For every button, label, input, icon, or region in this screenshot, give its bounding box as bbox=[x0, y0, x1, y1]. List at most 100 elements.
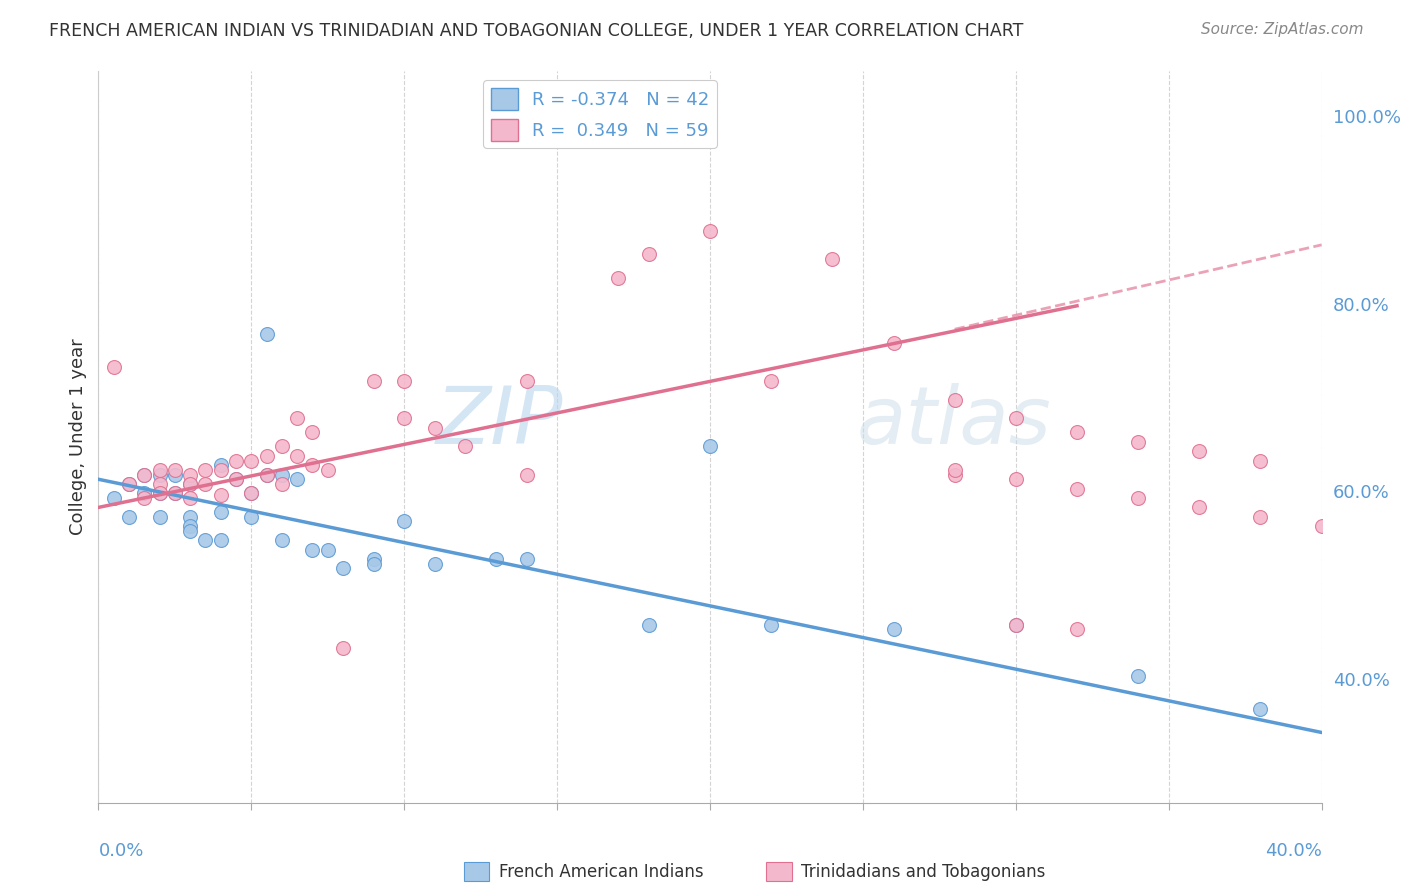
Point bbox=[194, 463, 217, 477]
Point bbox=[607, 270, 630, 285]
Text: Trinidadians and Tobagonians: Trinidadians and Tobagonians bbox=[801, 863, 1046, 881]
Point bbox=[285, 411, 308, 425]
Point bbox=[316, 542, 339, 557]
Point bbox=[240, 486, 263, 500]
Point bbox=[1066, 482, 1088, 496]
Point bbox=[209, 533, 232, 548]
Point bbox=[240, 509, 263, 524]
Point bbox=[118, 477, 141, 491]
Text: atlas: atlas bbox=[856, 384, 1052, 461]
Point bbox=[179, 467, 201, 482]
Point bbox=[149, 486, 172, 500]
Point bbox=[699, 440, 721, 454]
Point bbox=[516, 374, 538, 388]
Point bbox=[363, 557, 385, 571]
Point bbox=[1188, 500, 1211, 515]
Point bbox=[392, 411, 416, 425]
Point bbox=[1004, 617, 1026, 632]
Point bbox=[134, 467, 156, 482]
Point bbox=[301, 425, 323, 440]
Point bbox=[423, 557, 446, 571]
Point bbox=[179, 477, 201, 491]
Point bbox=[1249, 702, 1271, 716]
Point bbox=[209, 488, 232, 502]
Point bbox=[943, 467, 966, 482]
Point bbox=[1249, 453, 1271, 467]
Point bbox=[943, 463, 966, 477]
Point bbox=[163, 467, 186, 482]
Point bbox=[270, 440, 292, 454]
Point bbox=[332, 561, 354, 575]
Point bbox=[179, 491, 201, 505]
Point bbox=[118, 477, 141, 491]
Point bbox=[1310, 519, 1333, 533]
Text: 100.0%: 100.0% bbox=[1333, 109, 1400, 128]
Point bbox=[134, 491, 156, 505]
Point bbox=[301, 542, 323, 557]
Point bbox=[332, 641, 354, 656]
Point bbox=[179, 524, 201, 538]
Point bbox=[1066, 425, 1088, 440]
Point bbox=[270, 533, 292, 548]
Point bbox=[637, 247, 661, 261]
Point bbox=[179, 509, 201, 524]
Point bbox=[149, 477, 172, 491]
Text: 0.0%: 0.0% bbox=[98, 842, 143, 860]
Point bbox=[256, 326, 278, 341]
Point bbox=[270, 477, 292, 491]
Point bbox=[134, 486, 156, 500]
Point bbox=[179, 477, 201, 491]
Point bbox=[149, 509, 172, 524]
Point bbox=[194, 477, 217, 491]
Point bbox=[194, 533, 217, 548]
Point bbox=[149, 467, 172, 482]
Point bbox=[285, 449, 308, 463]
Point bbox=[256, 467, 278, 482]
Point bbox=[454, 440, 477, 454]
Point bbox=[256, 467, 278, 482]
Text: FRENCH AMERICAN INDIAN VS TRINIDADIAN AND TOBAGONIAN COLLEGE, UNDER 1 YEAR CORRE: FRENCH AMERICAN INDIAN VS TRINIDADIAN AN… bbox=[49, 22, 1024, 40]
Point bbox=[485, 552, 508, 566]
Text: French American Indians: French American Indians bbox=[499, 863, 704, 881]
Point bbox=[316, 463, 339, 477]
Point bbox=[285, 472, 308, 486]
Point bbox=[1066, 623, 1088, 637]
Point bbox=[363, 552, 385, 566]
Point bbox=[516, 467, 538, 482]
Point bbox=[225, 472, 247, 486]
Point bbox=[699, 224, 721, 238]
Point bbox=[163, 463, 186, 477]
Text: 80.0%: 80.0% bbox=[1333, 297, 1389, 315]
Point bbox=[363, 374, 385, 388]
Point bbox=[240, 453, 263, 467]
Point bbox=[821, 252, 844, 266]
Point bbox=[943, 392, 966, 407]
Legend: R = -0.374   N = 42, R =  0.349   N = 59: R = -0.374 N = 42, R = 0.349 N = 59 bbox=[484, 80, 717, 148]
Point bbox=[516, 552, 538, 566]
Text: 40.0%: 40.0% bbox=[1333, 672, 1389, 690]
Point bbox=[883, 623, 905, 637]
Point bbox=[1004, 617, 1026, 632]
Point bbox=[149, 486, 172, 500]
Point bbox=[103, 359, 125, 374]
Point bbox=[637, 617, 661, 632]
Point bbox=[759, 374, 782, 388]
Point bbox=[1249, 509, 1271, 524]
Point bbox=[1128, 669, 1150, 683]
Point bbox=[1004, 472, 1026, 486]
Point bbox=[301, 458, 323, 473]
Point bbox=[209, 463, 232, 477]
Point bbox=[1004, 411, 1026, 425]
Point bbox=[225, 453, 247, 467]
Point bbox=[103, 491, 125, 505]
Text: ZIP: ZIP bbox=[436, 384, 564, 461]
Point bbox=[392, 515, 416, 529]
Text: 60.0%: 60.0% bbox=[1333, 484, 1389, 502]
Point bbox=[256, 449, 278, 463]
Point bbox=[392, 374, 416, 388]
Point bbox=[883, 336, 905, 351]
Point bbox=[209, 458, 232, 473]
Point bbox=[163, 486, 186, 500]
Text: Source: ZipAtlas.com: Source: ZipAtlas.com bbox=[1201, 22, 1364, 37]
Point bbox=[1128, 434, 1150, 449]
